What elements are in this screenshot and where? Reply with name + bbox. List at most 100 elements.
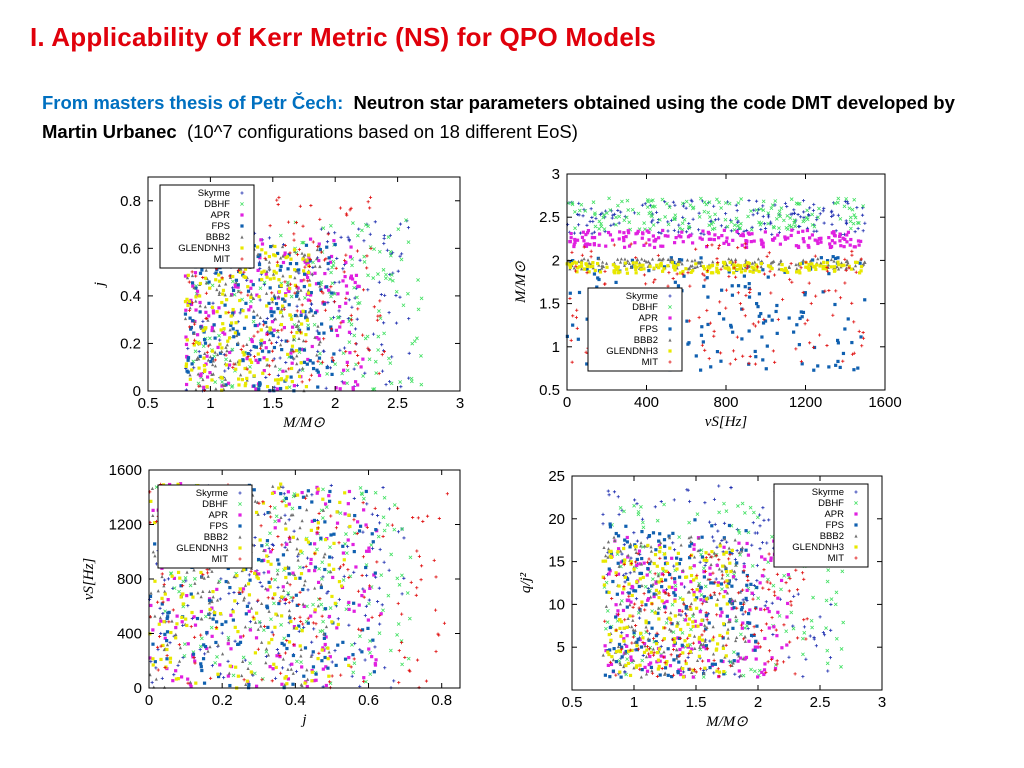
data-point (256, 512, 260, 516)
data-point (341, 544, 345, 548)
data-point (209, 359, 213, 364)
data-point (762, 272, 767, 276)
data-point (741, 657, 745, 661)
data-point (671, 276, 675, 281)
data-point (643, 644, 647, 648)
data-point (658, 263, 662, 267)
data-point (226, 635, 231, 640)
data-point (708, 666, 712, 670)
data-point (206, 571, 210, 575)
data-point (608, 549, 612, 554)
data-point (681, 670, 686, 674)
data-point (763, 319, 768, 323)
data-point (739, 673, 743, 677)
data-point (256, 252, 260, 256)
data-point (575, 238, 580, 242)
data-point (311, 621, 315, 625)
data-point (399, 639, 404, 643)
data-point (159, 657, 163, 662)
data-point (659, 541, 663, 545)
data-point (632, 569, 636, 573)
data-point (584, 232, 588, 237)
data-point (249, 349, 253, 353)
data-point (187, 280, 191, 284)
legend-entry: GLENDNH3 (792, 542, 844, 553)
data-point (721, 260, 726, 264)
data-point (264, 291, 269, 295)
data-point (735, 561, 739, 565)
data-point (745, 588, 749, 592)
data-point (626, 555, 630, 559)
data-point (753, 349, 757, 354)
data-point (330, 359, 335, 363)
data-point (301, 240, 306, 245)
data-point (265, 554, 269, 558)
data-point (364, 549, 369, 553)
data-point (265, 539, 270, 543)
data-point (238, 359, 242, 363)
data-point (339, 584, 344, 588)
data-point (634, 560, 638, 564)
data-point (622, 509, 626, 514)
data-point (284, 378, 288, 382)
data-point (194, 295, 198, 299)
data-point (198, 304, 202, 308)
data-point (212, 329, 216, 333)
data-point (284, 504, 288, 508)
data-point (733, 557, 738, 562)
data-point (267, 580, 271, 584)
data-point (784, 629, 789, 634)
data-point (654, 588, 659, 592)
data-point (195, 616, 200, 621)
data-point (295, 294, 299, 298)
data-point (657, 580, 661, 584)
data-point (770, 616, 774, 620)
data-point (683, 659, 688, 663)
data-point (366, 346, 370, 350)
data-point (283, 513, 287, 517)
data-point (278, 268, 282, 272)
data-point (271, 543, 276, 547)
data-point (226, 659, 230, 663)
data-point (773, 666, 778, 671)
legend-entry: MIT (214, 254, 231, 265)
data-point (326, 232, 330, 236)
data-point (787, 223, 792, 228)
data-point (322, 555, 326, 559)
data-point (725, 584, 729, 588)
data-point (295, 659, 299, 664)
data-point (286, 677, 291, 681)
data-point (213, 358, 217, 362)
data-point (231, 610, 235, 614)
x-tick-label: 2.5 (810, 694, 831, 711)
data-point (344, 350, 348, 354)
data-point (210, 569, 214, 573)
x-tick-label: 1 (206, 395, 214, 412)
data-point (774, 628, 778, 632)
data-point (641, 263, 645, 267)
data-point (705, 308, 709, 313)
data-point (223, 303, 227, 307)
data-point (358, 634, 362, 639)
data-point (591, 261, 595, 265)
data-point (689, 573, 694, 578)
data-point (181, 602, 185, 606)
data-point (352, 367, 356, 371)
data-point (618, 661, 622, 665)
data-point (724, 288, 729, 292)
data-point (614, 673, 618, 677)
data-point (808, 341, 812, 345)
data-point (623, 257, 627, 261)
data-point (815, 229, 819, 233)
data-point (734, 614, 738, 619)
data-point (691, 241, 695, 245)
series-dbhf (566, 196, 866, 232)
data-point (633, 628, 637, 632)
data-point (661, 228, 665, 233)
data-point (748, 290, 752, 295)
data-point (643, 584, 648, 589)
data-point (587, 270, 591, 274)
data-point (248, 370, 252, 374)
data-point (221, 288, 226, 292)
data-point (282, 297, 287, 301)
